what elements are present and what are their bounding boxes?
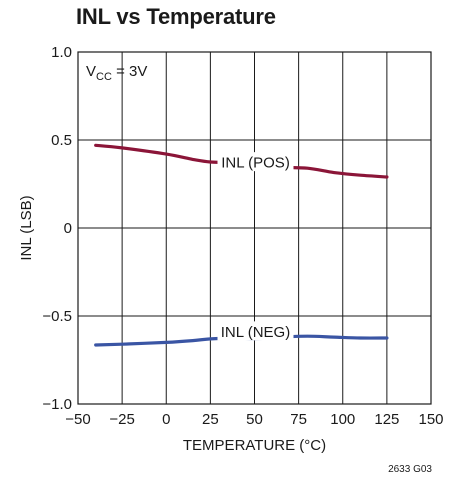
- x-tick-label: 50: [246, 411, 263, 428]
- x-tick-label: 125: [374, 411, 399, 428]
- series-group: INL (POS) INL (NEG): [94, 143, 389, 347]
- x-tick-label: −25: [109, 411, 134, 428]
- y-tick-label: 1.0: [51, 44, 72, 61]
- y-tick-label: 0: [64, 220, 72, 237]
- y-axis-label: INL (LSB): [18, 195, 35, 260]
- x-tick-label: 150: [418, 411, 443, 428]
- figure-id: 2633 G03: [388, 464, 432, 475]
- y-tick-label: 0.5: [51, 132, 72, 149]
- grid: [78, 52, 431, 404]
- x-tick-label: 100: [330, 411, 355, 428]
- y-tick-label: −0.5: [42, 308, 72, 325]
- x-tick-label: 75: [290, 411, 307, 428]
- series-label: INL (NEG): [221, 324, 290, 341]
- x-axis-label: TEMPERATURE (°C): [183, 437, 326, 454]
- x-tick-label: −50: [65, 411, 90, 428]
- x-tick-label: 0: [162, 411, 170, 428]
- condition-label: VCC = 3V: [86, 63, 147, 83]
- tick-labels: −50 −25 0 25 50 75 100 125 150 1.0 0.5 0 −0.5 −1.0: [42, 44, 443, 428]
- y-tick-label: −1.0: [42, 396, 72, 413]
- series-label: INL (POS): [221, 155, 290, 172]
- x-tick-label: 25: [202, 411, 219, 428]
- chart-title: INL vs Temperature: [76, 4, 276, 29]
- series-label-backing: [217, 321, 294, 341]
- series-label-backing: [217, 152, 294, 172]
- plot-frame: [77, 51, 432, 405]
